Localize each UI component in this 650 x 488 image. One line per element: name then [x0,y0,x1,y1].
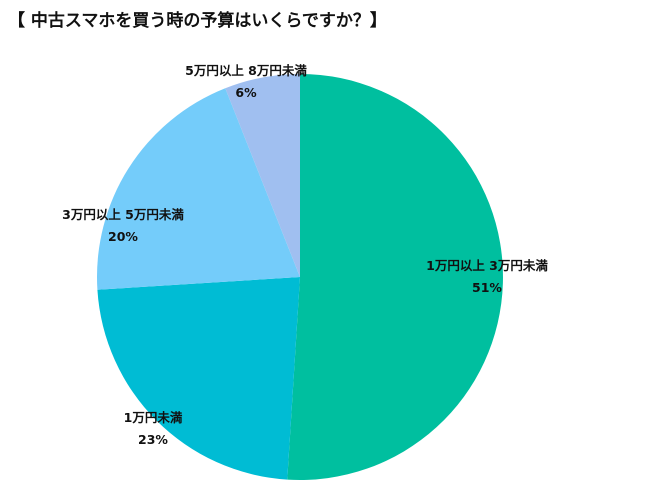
pie-slice [287,74,503,481]
slice-percent-label: 20% [108,229,138,244]
slice-percent-label: 6% [235,85,257,100]
pie-slices [96,74,503,481]
pie-labels: 1万円以上 3万円未満 51% 1万円未満 23% 3万円以上 5万円未満 20% 5万円以… [62,63,548,447]
pie-slice [225,74,300,277]
slice-percent-label: 51% [472,280,502,295]
slice-category-label: 5万円以上 8万円未満 [185,63,307,78]
pie-slice [97,277,301,480]
slice-percent-label: 23% [138,432,168,447]
slice-category-label: 1万円未満 [124,410,183,425]
slice-category-label: 3万円以上 5万円未満 [62,207,184,222]
pie-slice [96,88,301,290]
slice-category-label: 1万円以上 3万円未満 [426,258,548,273]
chart-title: 【 中古スマホを買う時の予算はいくらですか？】 [8,11,387,31]
